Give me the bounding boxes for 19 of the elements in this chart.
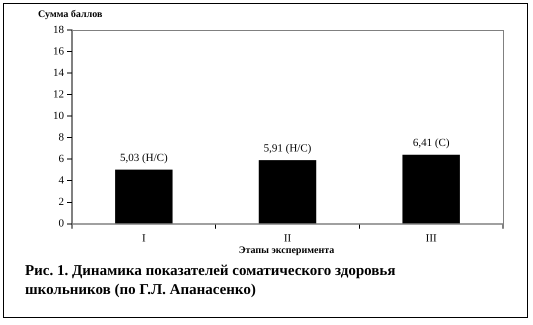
- x-tick-label: II: [284, 232, 292, 244]
- y-tick-label: 10: [53, 110, 64, 122]
- y-tick-label: 8: [58, 132, 64, 144]
- x-tick-label: III: [426, 232, 437, 244]
- y-tick-label: 14: [53, 66, 64, 79]
- y-tick-label: 2: [58, 196, 64, 208]
- data-label: 5,03 (Н/С): [120, 152, 168, 164]
- data-label: 5,91 (Н/С): [264, 142, 312, 155]
- y-tick-label: 18: [53, 24, 64, 36]
- y-tick-label: 0: [58, 218, 64, 230]
- y-tick-label: 16: [53, 45, 64, 58]
- y-axis-title: Сумма баллов: [38, 9, 102, 20]
- text: Рис. 1. Динамика показателей соматического здоровья школьников (по Г.Л. Апанасенко): [25, 262, 396, 300]
- y-tick-label: 4: [58, 174, 64, 187]
- x-tick-label: I: [142, 232, 146, 244]
- y-tick-label: 12: [53, 88, 64, 100]
- data-label: 6,41 (С): [412, 137, 450, 150]
- x-axis-title: Этапы эксперимента: [238, 245, 336, 256]
- y-tick-label: 6: [58, 153, 64, 166]
